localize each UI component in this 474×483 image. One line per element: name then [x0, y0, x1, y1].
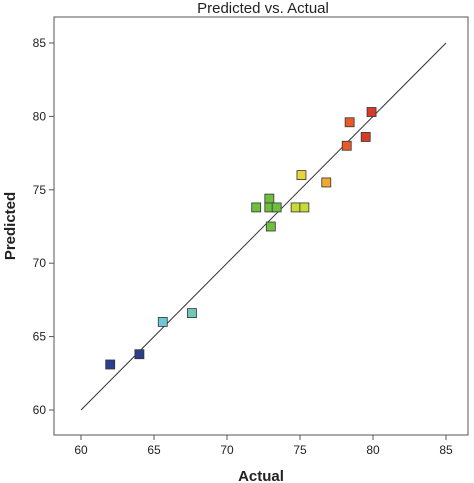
x-tick-label: 85 [439, 443, 453, 457]
data-point [341, 140, 352, 151]
y-tick-label: 75 [33, 183, 47, 197]
data-point [251, 202, 262, 213]
chart-title: Predicted vs. Actual [197, 0, 329, 17]
data-point [157, 317, 168, 327]
reference-line [80, 42, 447, 411]
y-tick-label: 60 [33, 403, 47, 417]
data-point [299, 202, 310, 213]
data-point [134, 349, 145, 360]
y-tick-label: 85 [33, 36, 47, 50]
data-point [344, 117, 355, 128]
x-axis-label: Actual [238, 468, 284, 483]
data-point [265, 221, 276, 232]
data-point [105, 359, 116, 370]
y-tick-label: 80 [33, 109, 47, 123]
plot-frame [53, 16, 469, 436]
data-point [271, 202, 282, 213]
y-axis-label: Predicted [2, 192, 19, 260]
data-point [296, 170, 307, 181]
x-tick-label: 65 [147, 443, 161, 457]
data-point [360, 132, 371, 142]
data-point [264, 193, 275, 204]
x-tick-label: 70 [220, 443, 234, 457]
x-tick-label: 75 [293, 443, 307, 457]
data-point [366, 107, 377, 117]
x-tick-label: 80 [366, 443, 380, 457]
x-tick-label: 60 [74, 443, 88, 457]
y-tick-label: 70 [33, 256, 47, 270]
data-point [187, 308, 197, 319]
data-point [321, 177, 332, 188]
data-point [290, 202, 301, 213]
y-tick-label: 65 [33, 330, 47, 344]
